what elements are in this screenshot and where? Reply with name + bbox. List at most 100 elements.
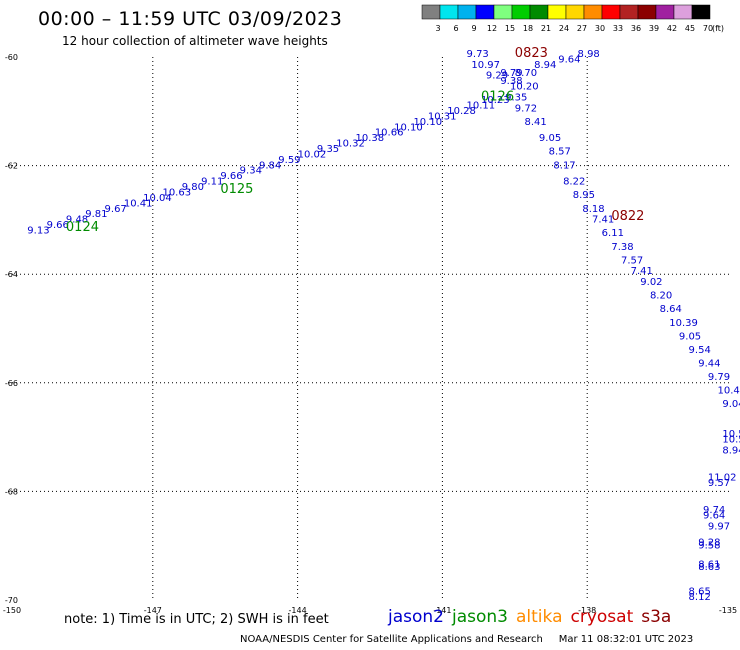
data-label: 11.02 <box>708 473 737 484</box>
y-tick-label: -62 <box>5 162 18 171</box>
data-label: 10.10 <box>394 122 423 133</box>
data-label: 10.23 <box>481 95 510 106</box>
data-label: 9.66 <box>47 220 69 231</box>
satellite-legend: jason2 jason3 altika cryosat s3a <box>388 607 679 627</box>
data-label: 9.35 <box>317 144 339 155</box>
data-points: 9.139.669.489.819.6710.4110.0410.639.809… <box>27 49 740 603</box>
data-label: 7.41 <box>592 215 614 226</box>
data-label: 10.20 <box>510 82 539 93</box>
pass-label: 0126 <box>481 89 514 104</box>
data-label: 9.79 <box>500 68 522 79</box>
colorbar-swatch <box>511 4 531 20</box>
colorbar-legend: 3 6 9 12 15 18 21 24 27 30 33 36 39 42 45 70(ft) <box>421 4 724 33</box>
data-label: 10.5 <box>722 429 740 440</box>
data-label: 10.32 <box>336 139 365 150</box>
data-label: 9.72 <box>515 103 537 114</box>
data-label: 8.95 <box>573 190 595 201</box>
colorbar-label: 3 <box>435 24 440 33</box>
data-label: 9.11 <box>201 177 223 188</box>
pass-label: 0822 <box>611 209 644 224</box>
colorbar-swatch <box>673 4 693 20</box>
plot-grid <box>8 57 732 600</box>
series-cryosat-return: 9.798.708.94 9.648.98 <box>500 49 599 79</box>
colorbar-swatch <box>529 4 549 20</box>
data-label: 9.38 <box>500 76 522 87</box>
colorbar-swatch <box>619 4 639 20</box>
chart-title: 00:00 – 11:59 UTC 03/09/2023 <box>38 8 343 30</box>
credit-text: NOAA/NESDIS Center for Satellite Applica… <box>240 634 543 645</box>
pass-label: 0823 <box>515 46 548 61</box>
colorbar-label: 45 <box>685 24 695 33</box>
data-label: 10.28 <box>447 106 476 117</box>
data-label: 10.38 <box>356 133 385 144</box>
x-tick-label: -150 <box>3 606 21 615</box>
data-label: 6.11 <box>602 228 624 239</box>
data-label: 8.94 <box>534 60 556 71</box>
data-label: 9.67 <box>105 204 127 215</box>
colorbar-label: 6 <box>453 24 458 33</box>
satellite-jason3: jason3 <box>452 607 508 627</box>
data-label: 9.64 <box>703 511 725 522</box>
colorbar-label: 70 <box>703 24 713 33</box>
data-label: 10.63 <box>162 187 191 198</box>
data-label: 8.61 <box>698 559 720 570</box>
satellite-altika: altika <box>516 607 563 627</box>
satellite-s3a: s3a <box>641 607 672 627</box>
y-tick-label: -60 <box>5 53 18 62</box>
data-label: 10.10 <box>413 117 442 128</box>
colorbar-unit: (ft) <box>712 24 724 33</box>
colorbar-swatch <box>439 4 459 20</box>
colorbar-label: 12 <box>487 24 497 33</box>
colorbar-label: 42 <box>667 24 677 33</box>
colorbar-label: 27 <box>577 24 587 33</box>
footer-credit: NOAA/NESDIS Center for Satellite Applica… <box>240 634 693 645</box>
y-tick-label: -70 <box>5 596 18 605</box>
colorbar-swatch <box>475 4 495 20</box>
pass-labels: 0124 0125 0126 0823 0822 <box>66 46 645 235</box>
colorbar-swatch <box>601 4 621 20</box>
colorbar-swatch <box>637 4 657 20</box>
pass-label: 0125 <box>220 182 253 197</box>
data-label: 9.80 <box>182 182 204 193</box>
colorbar-label: 33 <box>613 24 623 33</box>
data-label: 10.97 <box>471 60 500 71</box>
colorbar-label: 39 <box>649 24 659 33</box>
data-label: 8.12 <box>689 592 711 603</box>
colorbar-label: 9 <box>471 24 476 33</box>
data-label: 9.05 <box>539 133 561 144</box>
data-label: 8.63 <box>698 562 720 573</box>
data-label: 10.39 <box>669 318 698 329</box>
data-label: 7.41 <box>631 266 653 277</box>
colorbar-label: 30 <box>595 24 605 33</box>
data-label: 9.97 <box>708 521 730 532</box>
data-label: 9.29 <box>486 71 508 82</box>
colorbar-label: 21 <box>541 24 551 33</box>
colorbar-label: 18 <box>523 24 533 33</box>
data-label: 10.66 <box>375 128 404 139</box>
data-label: 10.04 <box>143 193 172 204</box>
colorbar-label: 36 <box>631 24 641 33</box>
colorbar-swatch <box>565 4 585 20</box>
x-tick-label: -144 <box>289 606 307 615</box>
y-tick-label: -68 <box>5 487 18 496</box>
colorbar-label: 15 <box>505 24 515 33</box>
data-label: 9.02 <box>640 277 662 288</box>
timestamp-text: Mar 11 08:32:01 UTC 2023 <box>558 634 694 645</box>
x-tick-label: -138 <box>578 606 596 615</box>
data-label: 8.20 <box>650 291 672 302</box>
x-tick-label: -135 <box>719 606 737 615</box>
data-label: 9.05 <box>679 331 701 342</box>
data-label: 9.35 <box>505 92 527 103</box>
satellite-jason2: jason2 <box>388 607 444 627</box>
data-label: 10.48 <box>718 386 740 397</box>
data-label: 9.28 <box>698 538 720 549</box>
data-label: 9.84 <box>259 160 281 171</box>
data-label: 8.17 <box>553 160 575 171</box>
data-label: 10.11 <box>467 101 496 112</box>
colorbar-swatch <box>547 4 567 20</box>
chart-subtitle: 12 hour collection of altimeter wave hei… <box>62 34 328 48</box>
data-label: 8.94 <box>722 445 740 456</box>
series-s3a: 10.510.58.9411.029.579.749.649.979.289.5… <box>689 429 740 603</box>
